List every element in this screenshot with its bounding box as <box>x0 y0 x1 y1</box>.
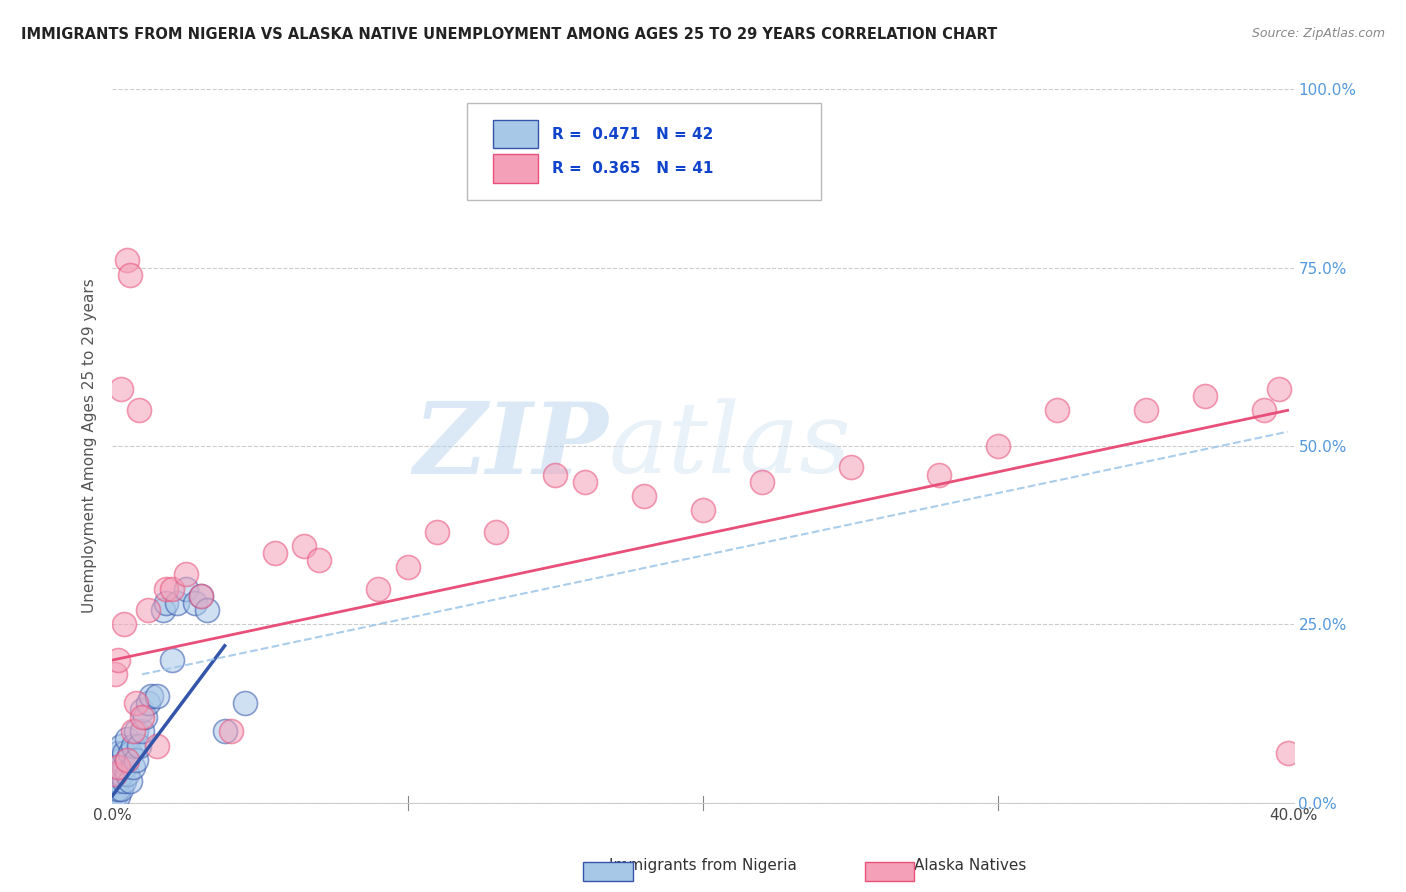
Point <box>1277 746 1299 760</box>
Point <box>155 596 177 610</box>
Text: IMMIGRANTS FROM NIGERIA VS ALASKA NATIVE UNEMPLOYMENT AMONG AGES 25 TO 29 YEARS : IMMIGRANTS FROM NIGERIA VS ALASKA NATIVE… <box>21 27 997 42</box>
Point <box>544 467 567 482</box>
Point <box>131 710 153 724</box>
Point <box>184 596 207 610</box>
Point <box>104 774 127 789</box>
Point <box>110 382 132 396</box>
Point <box>104 781 127 796</box>
Text: Alaska Natives: Alaska Natives <box>914 858 1026 872</box>
Text: atlas: atlas <box>609 399 851 493</box>
Point <box>117 753 138 767</box>
Point <box>104 767 127 781</box>
Point <box>131 703 153 717</box>
Point <box>107 781 129 796</box>
Point <box>110 781 132 796</box>
Point <box>136 603 159 617</box>
Text: Immigrants from Nigeria: Immigrants from Nigeria <box>609 858 797 872</box>
Point <box>107 760 129 774</box>
Point <box>125 724 148 739</box>
Point <box>112 617 135 632</box>
Text: R =  0.365   N = 41: R = 0.365 N = 41 <box>551 161 713 176</box>
Point <box>117 731 138 746</box>
Point <box>190 589 212 603</box>
Point <box>1135 403 1157 417</box>
Point <box>160 582 183 596</box>
Point <box>110 753 132 767</box>
Point <box>190 589 212 603</box>
Point <box>987 439 1010 453</box>
Point <box>426 524 449 539</box>
Y-axis label: Unemployment Among Ages 25 to 29 years: Unemployment Among Ages 25 to 29 years <box>82 278 97 614</box>
Point <box>233 696 256 710</box>
Point <box>104 789 127 803</box>
FancyBboxPatch shape <box>492 154 537 183</box>
Point <box>117 767 138 781</box>
Point <box>120 268 142 282</box>
Point <box>692 503 714 517</box>
Point <box>125 696 148 710</box>
Point <box>136 696 159 710</box>
Point <box>128 403 150 417</box>
Point <box>219 724 242 739</box>
Point <box>131 724 153 739</box>
Point <box>633 489 655 503</box>
Point <box>485 524 508 539</box>
Point <box>1253 403 1275 417</box>
Point <box>174 582 197 596</box>
Point <box>120 774 142 789</box>
Point <box>214 724 236 739</box>
Point <box>112 774 135 789</box>
FancyBboxPatch shape <box>467 103 821 200</box>
Point <box>120 746 142 760</box>
Point <box>104 767 127 781</box>
Point <box>107 653 129 667</box>
Point <box>160 653 183 667</box>
Point <box>122 724 145 739</box>
Text: Source: ZipAtlas.com: Source: ZipAtlas.com <box>1251 27 1385 40</box>
Point <box>928 467 950 482</box>
Point <box>1268 382 1291 396</box>
Point <box>134 710 156 724</box>
Point <box>107 789 129 803</box>
Point <box>128 739 150 753</box>
Point <box>110 739 132 753</box>
Point <box>152 603 174 617</box>
Point <box>146 739 169 753</box>
Point <box>166 596 188 610</box>
Point <box>264 546 287 560</box>
Point <box>117 753 138 767</box>
Point <box>146 689 169 703</box>
Point <box>308 553 330 567</box>
Point <box>174 567 197 582</box>
Point <box>117 253 138 268</box>
Point <box>155 582 177 596</box>
Point <box>107 760 129 774</box>
FancyBboxPatch shape <box>492 120 537 148</box>
Point <box>574 475 596 489</box>
Point <box>839 460 862 475</box>
Point <box>139 689 162 703</box>
Point <box>396 560 419 574</box>
Point <box>107 746 129 760</box>
Point <box>122 739 145 753</box>
Point <box>125 753 148 767</box>
Text: ZIP: ZIP <box>413 398 609 494</box>
Point <box>1194 389 1216 403</box>
Point <box>292 539 315 553</box>
Point <box>195 603 218 617</box>
Point <box>1046 403 1069 417</box>
Point <box>112 760 135 774</box>
Point <box>751 475 773 489</box>
Point <box>104 667 127 681</box>
Text: R =  0.471   N = 42: R = 0.471 N = 42 <box>551 127 713 142</box>
Point <box>122 760 145 774</box>
Point <box>112 746 135 760</box>
Point <box>367 582 389 596</box>
Point <box>110 767 132 781</box>
Point <box>107 774 129 789</box>
